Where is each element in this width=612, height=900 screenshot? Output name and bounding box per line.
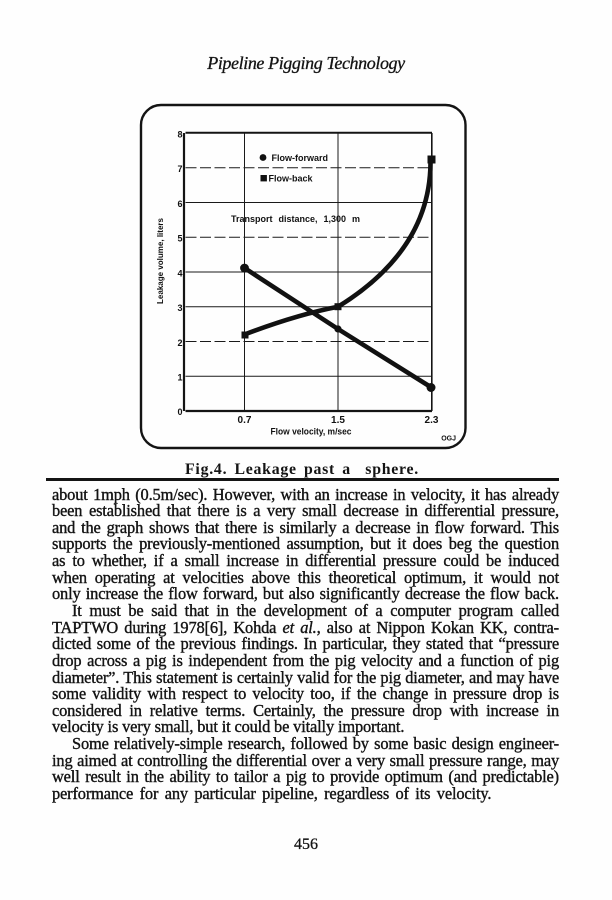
- svg-text:0.7: 0.7: [238, 415, 252, 426]
- svg-text:1.5: 1.5: [331, 415, 345, 426]
- svg-text:0: 0: [177, 407, 182, 417]
- svg-text:5: 5: [177, 234, 182, 244]
- svg-text:Flow-forward: Flow-forward: [272, 153, 329, 163]
- svg-text:3: 3: [177, 303, 182, 313]
- svg-text:6: 6: [177, 199, 182, 209]
- svg-text:2: 2: [177, 338, 182, 348]
- svg-text:Transport distance, 1,300 m: Transport distance, 1,300 m: [231, 214, 360, 224]
- svg-text:2.3: 2.3: [425, 415, 439, 426]
- svg-text:7: 7: [177, 164, 182, 174]
- svg-text:OGJ: OGJ: [441, 436, 456, 443]
- svg-text:Flow velocity, m/sec: Flow velocity, m/sec: [271, 427, 352, 437]
- svg-text:Leakage volume, liters: Leakage volume, liters: [155, 218, 165, 304]
- svg-text:Flow-back: Flow-back: [269, 174, 314, 184]
- svg-text:4: 4: [177, 268, 182, 278]
- svg-text:8: 8: [177, 129, 182, 139]
- svg-text:1: 1: [177, 373, 182, 383]
